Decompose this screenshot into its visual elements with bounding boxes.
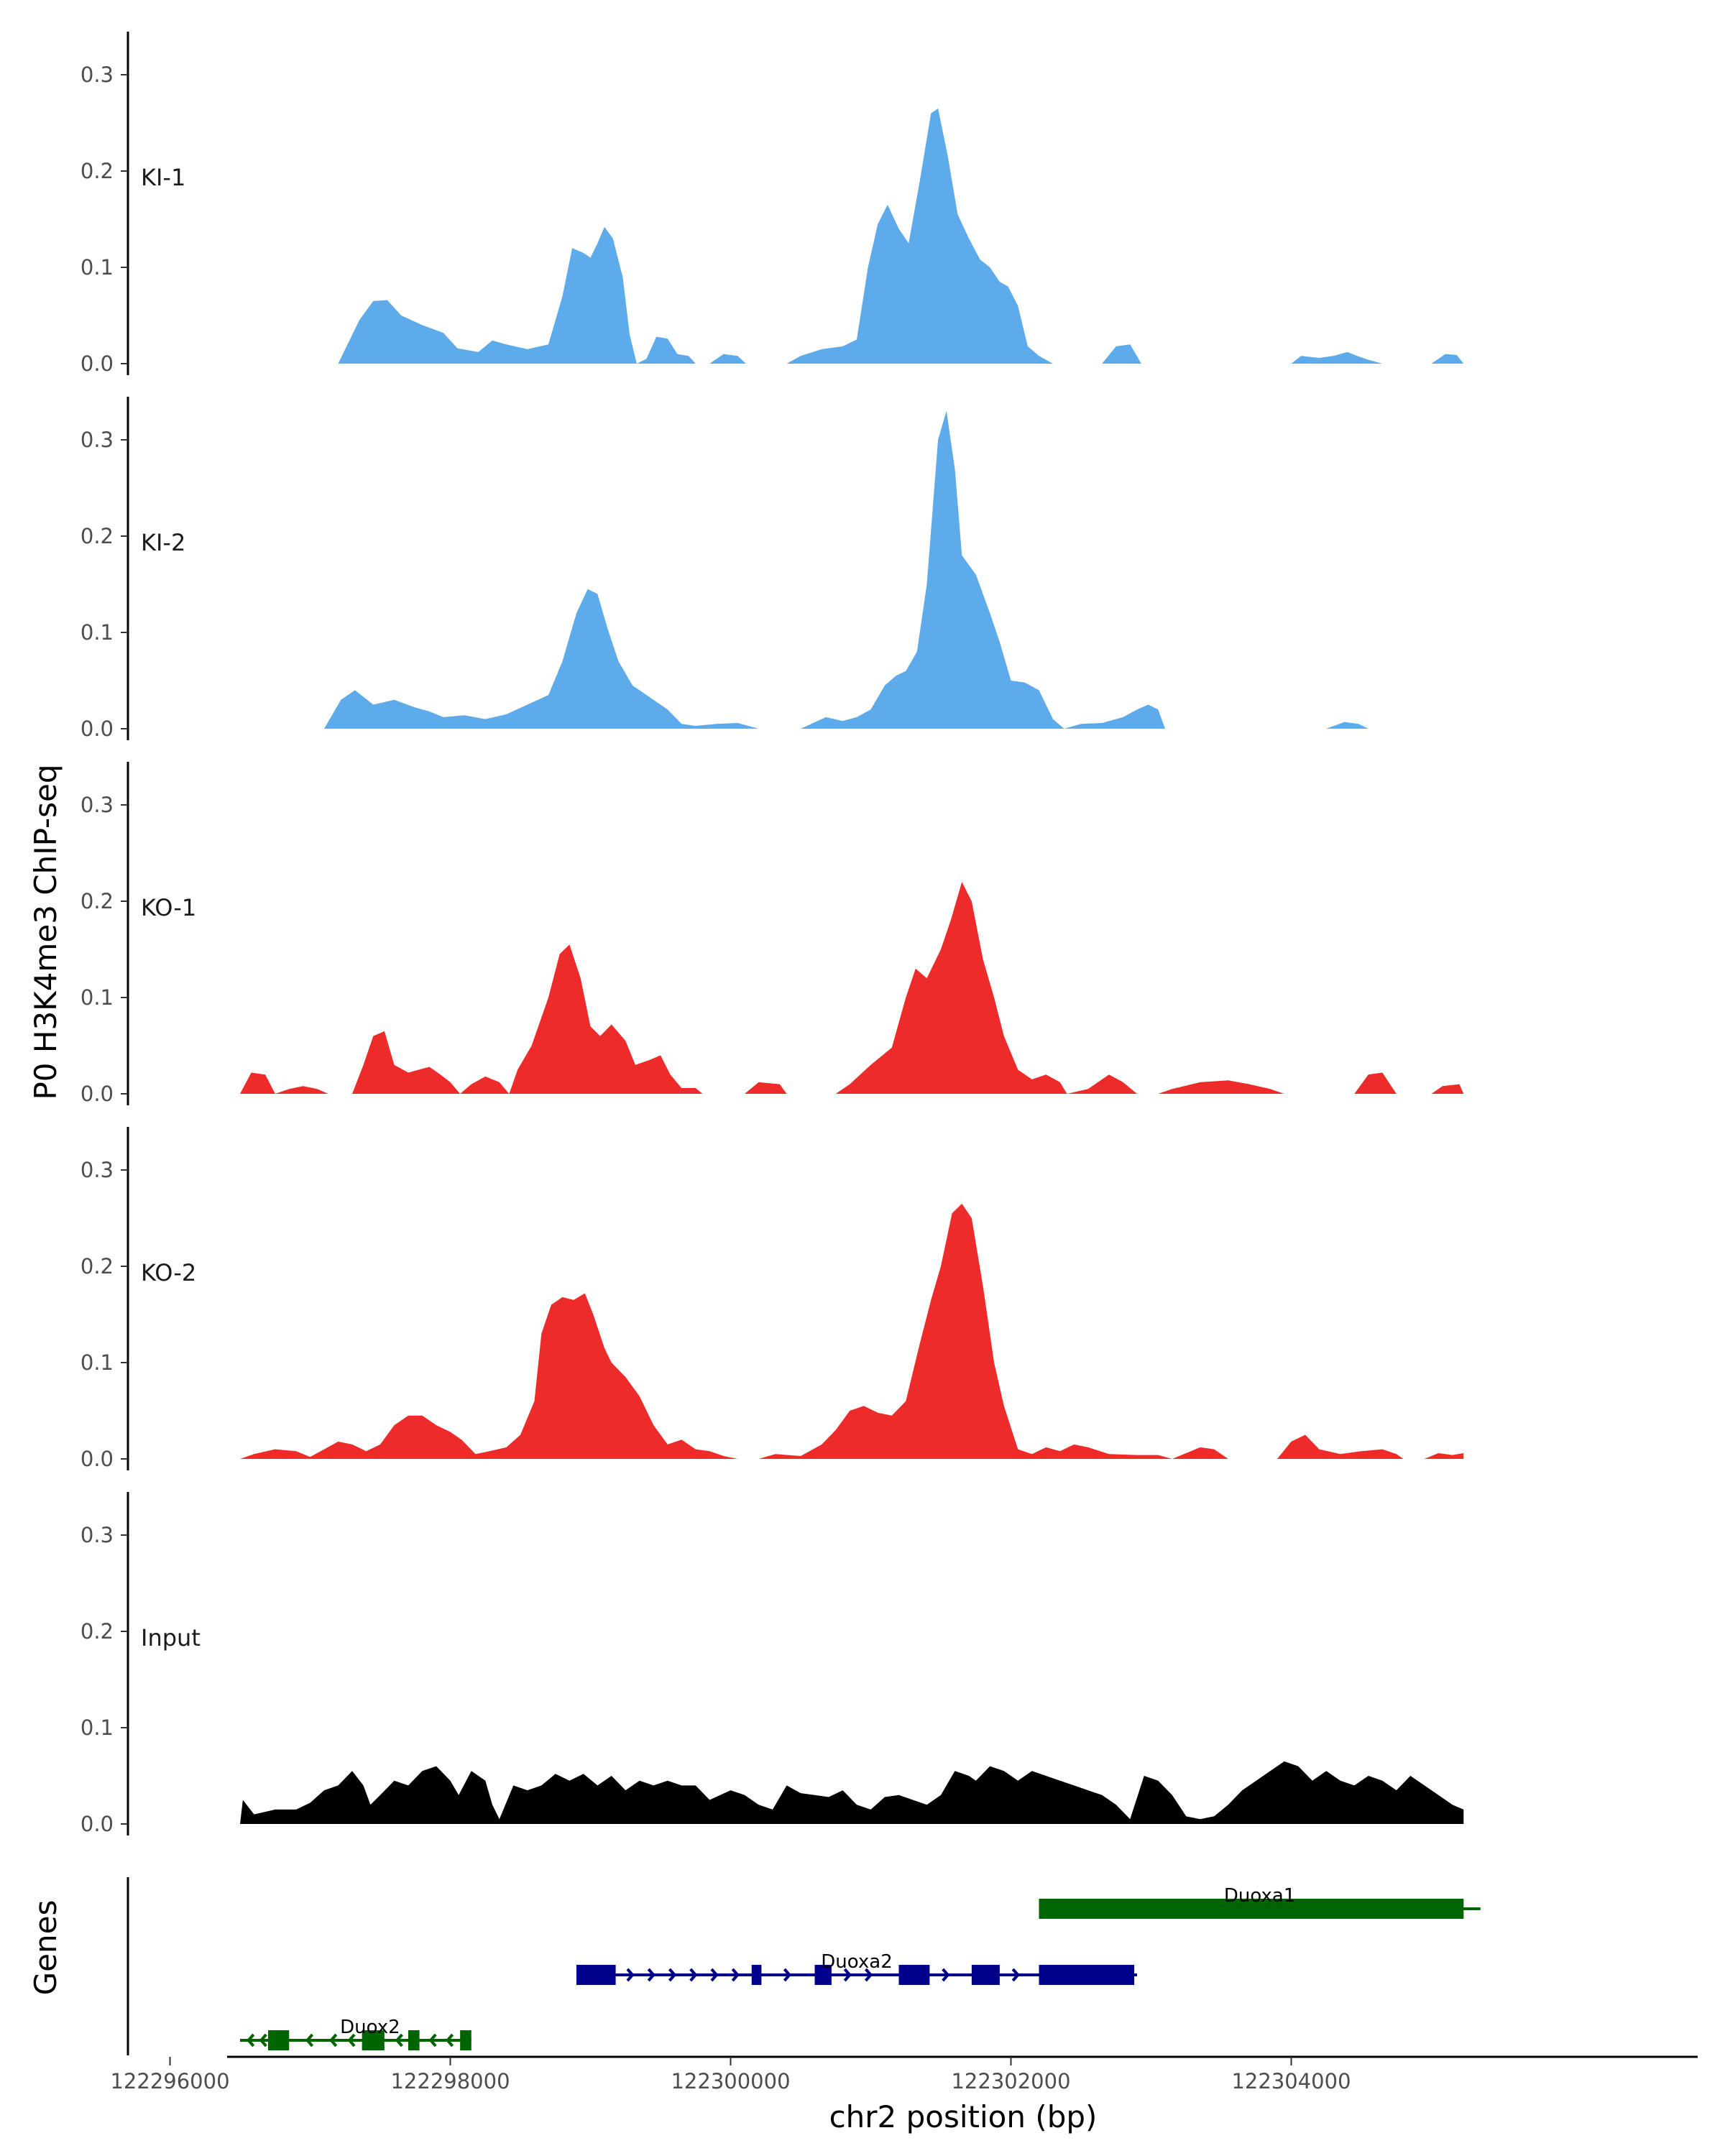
- x-tick-label: 122298000: [390, 2069, 510, 2093]
- gene-exon: [751, 1965, 762, 1985]
- track-label: KO-1: [141, 894, 196, 921]
- strand-arrow: [710, 1968, 719, 1982]
- y-tick-label: 0.0: [80, 1082, 114, 1106]
- y-tick-label: 0.3: [80, 63, 114, 87]
- strand-arrow: [647, 1968, 656, 1982]
- x-tick-label: 122302000: [951, 2069, 1070, 2093]
- y-tick-label: 0.2: [80, 889, 114, 913]
- gene-exon: [898, 1965, 930, 1985]
- y-tick-label: 0.1: [80, 620, 114, 645]
- track-ki-1: 0.0 0.1 0.2 0.3 KI-1: [80, 32, 1464, 376]
- gene-exon: [1039, 1899, 1464, 1919]
- strand-arrow: [1011, 1968, 1020, 1982]
- y-tick-label: 0.0: [80, 351, 114, 376]
- strand-arrow: [731, 1968, 740, 1982]
- gene-exon: [971, 1965, 1000, 1985]
- y-tick-label: 0.3: [80, 1523, 114, 1547]
- y-tick-label: 0.3: [80, 1158, 114, 1182]
- gene-label: Duox2: [340, 2017, 400, 2038]
- y-tick-label: 0.0: [80, 1812, 114, 1836]
- y-axis-title: P0 H3K4me3 ChIP-seq: [28, 764, 63, 1100]
- gene-label: Duoxa2: [821, 1951, 892, 1973]
- signal-area-ko-1: [240, 882, 1464, 1094]
- signal-area-ko-2: [240, 1203, 1464, 1459]
- track-ki-2: 0.0 0.1 0.2 0.3 KI-2: [80, 397, 1368, 741]
- strand-arrow: [329, 2033, 338, 2047]
- y-tick-label: 0.1: [80, 1715, 114, 1740]
- y-tick-label: 0.3: [80, 793, 114, 817]
- gene-track: Duoxa1 Duoxa2 Duox2: [126, 1877, 1481, 2055]
- strand-arrow: [864, 1968, 873, 1982]
- strand-arrow: [395, 2033, 403, 2047]
- strand-arrow: [247, 2033, 255, 2047]
- gene-exon: [814, 1965, 832, 1985]
- y-tick-label: 0.2: [80, 159, 114, 183]
- strand-arrow: [305, 2033, 314, 2047]
- track-label: KI-2: [141, 529, 185, 556]
- track-label: KI-1: [141, 164, 185, 191]
- gene-exon: [362, 2030, 385, 2050]
- gene-duox2: Duox2: [240, 2017, 472, 2050]
- gene-duoxa2: Duoxa2: [576, 1951, 1137, 1985]
- track-label: Input: [141, 1624, 201, 1651]
- genes-track-label: Genes: [28, 1900, 63, 1996]
- y-tick-label: 0.0: [80, 1447, 114, 1471]
- x-tick-label: 122300000: [671, 2069, 790, 2093]
- y-tick-label: 0.0: [80, 717, 114, 741]
- y-tick-label: 0.1: [80, 1350, 114, 1375]
- strand-arrow: [942, 1968, 950, 1982]
- track-ko-1: 0.0 0.1 0.2 0.3 KO-1: [80, 762, 1464, 1106]
- gene-label: Duoxa1: [1224, 1885, 1295, 1907]
- gene-exon: [268, 2030, 290, 2050]
- x-tick-label: 122296000: [110, 2069, 229, 2093]
- strand-arrow: [428, 2033, 437, 2047]
- strand-arrow: [347, 2033, 356, 2047]
- signal-area-ki-1: [338, 108, 1464, 364]
- y-tick-label: 0.2: [80, 1619, 114, 1644]
- gene-duoxa1: Duoxa1: [1039, 1885, 1481, 1919]
- strand-arrow: [259, 2033, 267, 2047]
- gene-exon: [576, 1965, 616, 1985]
- strand-arrow: [843, 1968, 852, 1982]
- y-tick-label: 0.3: [80, 428, 114, 452]
- y-tick-label: 0.2: [80, 524, 114, 548]
- x-axis: 122296000 122298000 122300000 122302000 1223…: [110, 2055, 1698, 2093]
- x-tick-label: 122304000: [1231, 2069, 1351, 2093]
- y-tick-label: 0.2: [80, 1254, 114, 1279]
- gene-exon: [408, 2030, 420, 2050]
- track-label: KO-2: [141, 1259, 196, 1286]
- track-input: 0.0 0.1 0.2 0.3 Input: [80, 1492, 1464, 1836]
- track-ko-2: 0.0 0.1 0.2 0.3 KO-2: [80, 1127, 1464, 1471]
- signal-area-input: [240, 1761, 1464, 1824]
- gene-exon: [1039, 1965, 1135, 1985]
- strand-arrow: [668, 1968, 677, 1982]
- strand-arrow: [689, 1968, 698, 1982]
- signal-tracks: 0.00.10.20.3KI-10.00.10.20.3KI-20.00.10.…: [80, 32, 1464, 1836]
- y-tick-label: 0.1: [80, 985, 114, 1010]
- x-axis-title: chr2 position (bp): [829, 2099, 1098, 2134]
- signal-area-ki-2: [324, 410, 1368, 729]
- strand-arrow: [783, 1968, 792, 1982]
- strand-arrow: [626, 1968, 635, 1982]
- strand-arrow: [445, 2033, 454, 2047]
- gene-exon: [460, 2030, 472, 2050]
- y-tick-label: 0.1: [80, 255, 114, 280]
